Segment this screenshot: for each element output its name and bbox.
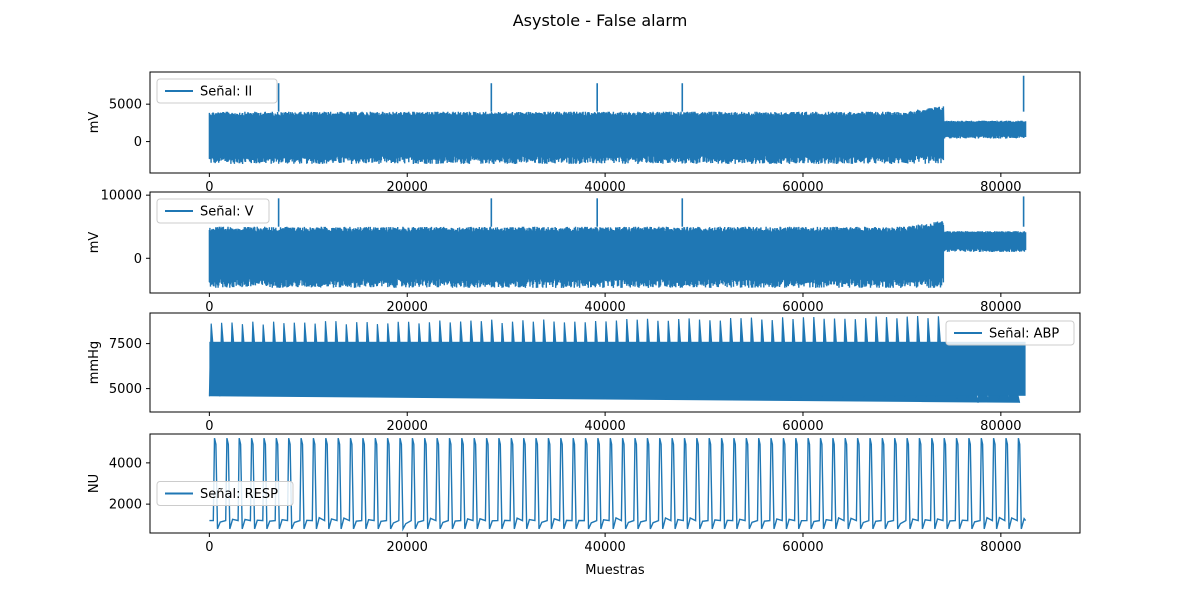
legend-label: Señal: V — [200, 205, 254, 220]
series-band-3 — [209, 341, 1026, 396]
x-tick-label: 60000 — [782, 180, 823, 195]
y-tick-label: 4000 — [109, 456, 142, 471]
x-tick-label: 20000 — [387, 180, 428, 195]
x-tick-label: 20000 — [387, 419, 428, 434]
legend-label: Señal: II — [200, 85, 252, 100]
legend-box — [156, 481, 294, 506]
y-tick-label: 7500 — [109, 337, 142, 352]
subplot-4: 0 20000 40000 60000 80000 2000 4000 NU Señal: RE… — [87, 433, 1081, 555]
legend-box — [156, 198, 270, 224]
y-tick-label: 0 — [134, 135, 142, 150]
x-tick-label: 0 — [205, 419, 213, 434]
series-line-2 — [208, 221, 1027, 288]
legend: Señal: II — [156, 78, 278, 104]
series-line-1 — [208, 106, 1027, 165]
x-tick-label: 60000 — [782, 300, 823, 315]
y-axis-label: mV — [87, 232, 102, 254]
x-tick-label: 20000 — [387, 540, 428, 555]
x-tick-label: 0 — [205, 300, 213, 315]
legend: Señal: ABP — [945, 320, 1075, 346]
x-tick-label: 0 — [205, 180, 213, 195]
legend-box — [156, 78, 278, 104]
x-tick-label: 80000 — [980, 419, 1021, 434]
legend-label: Señal: RESP — [200, 487, 278, 502]
x-tick-label: 40000 — [584, 419, 625, 434]
axes-frame — [149, 433, 1081, 534]
x-tick-label: 80000 — [980, 300, 1021, 315]
series-line-4 — [209, 437, 1027, 532]
x-tick-label: 80000 — [980, 540, 1021, 555]
y-tick-label: 0 — [134, 252, 142, 267]
legend: Señal: RESP — [156, 481, 294, 506]
axes-frame — [149, 312, 1081, 413]
x-tick-label: 60000 — [782, 540, 823, 555]
x-tick-label: 40000 — [584, 540, 625, 555]
subplot-3: 0 20000 40000 60000 80000 5000 7500 mmHg Señal: … — [87, 312, 1081, 434]
x-tick-label: 40000 — [584, 180, 625, 195]
y-axis-label: mmHg — [87, 341, 102, 384]
axes-frame — [149, 71, 1081, 174]
y-tick-label: 5000 — [109, 98, 142, 113]
y-tick-label: 5000 — [109, 382, 142, 397]
x-tick-label: 0 — [205, 540, 213, 555]
y-axis-label: mV — [87, 112, 102, 134]
x-tick-label: 20000 — [387, 300, 428, 315]
subplot-2: 0 20000 40000 60000 80000 0 10000 mV Señal: V — [87, 189, 1081, 315]
x-tick-label: 40000 — [584, 300, 625, 315]
axes-frame — [149, 191, 1081, 294]
y-tick-label: 2000 — [109, 498, 142, 513]
x-axis-label: Muestras — [585, 563, 645, 578]
figure-title: Asystole - False alarm — [513, 11, 688, 30]
y-axis-label: NU — [87, 474, 102, 493]
legend-label: Señal: ABP — [989, 327, 1059, 342]
legend-box — [945, 320, 1075, 346]
legend: Señal: V — [156, 198, 270, 224]
y-tick-label: 10000 — [101, 189, 142, 204]
x-tick-label: 80000 — [980, 180, 1021, 195]
x-tick-label: 60000 — [782, 419, 823, 434]
subplot-1: 0 20000 40000 60000 80000 0 5000 mV Señal: II — [87, 71, 1081, 195]
